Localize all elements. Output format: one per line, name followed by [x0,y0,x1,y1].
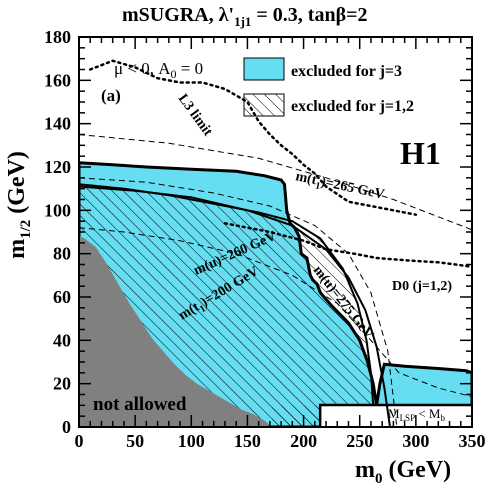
y-tick-label: 40 [53,330,71,350]
d0-label: D0 (j=1,2) [392,279,452,294]
y-tick-label: 120 [44,157,71,177]
axis-ticks: 0 50 100 150 200 250 300 350 0 20 40 60 80 100 120 140 1… [44,27,486,451]
legend-swatch-j3 [243,57,285,81]
title-main: mSUGRA, λ' [122,4,235,26]
x-tick-label: 0 [75,431,84,451]
y-axis-label: m1/2 (GeV) [4,151,34,259]
y-tick-label: 80 [53,244,71,264]
title-sub: 1j1 [234,14,252,29]
chart-title: mSUGRA, λ'1j1 = 0.3, tanβ=2 [122,4,368,30]
not-allowed-region-top [79,236,273,427]
y-tick-label: 140 [44,114,71,134]
y-tick-label: 20 [53,374,71,394]
legend-swatch-j12 [243,93,285,117]
x-tick-label: 350 [459,431,486,451]
legend-label-j3: excluded for j=3 [291,63,402,80]
mu275-curve [79,185,391,427]
y-tick-label: 180 [44,27,71,47]
l3-limit-curve [88,59,418,216]
x-tick-label: 300 [402,431,429,451]
y-tick-label: 160 [44,70,71,90]
legend-label-j12: excluded for j=1,2 [291,98,414,115]
not-allowed-label: not allowed [93,394,187,415]
experiment-label: H1 [400,135,441,171]
title-suffix: = 0.3, tanβ=2 [251,4,368,26]
stop-265-label: m(t1)=265 GeV [294,169,386,205]
x-axis-label: m0 (GeV) [355,457,451,487]
x-tick-label: 250 [346,431,373,451]
stop-265-contour [79,134,472,231]
y-tick-label: 100 [44,200,71,220]
mu-260-contour [79,177,398,427]
mlsp-lt-mb-region [319,404,472,427]
x-tick-label: 100 [178,431,205,451]
d0-curve [223,222,472,268]
y-tick-label: 0 [62,417,71,437]
mt-200-contour [79,227,472,398]
panel-label: (a) [101,86,121,105]
x-tick-label: 200 [290,431,317,451]
mass-contours [79,134,472,427]
x-tick-label: 150 [234,431,261,451]
x-tick-label: 50 [126,431,144,451]
mlsp-label: MLSP < Mb [388,406,445,423]
condition-label: μ < 0, A0 = 0 [114,59,203,81]
y-tick-label: 60 [53,287,71,307]
excluded-j12-mid-region [272,405,321,427]
l3-label: L3 limit [175,92,215,140]
